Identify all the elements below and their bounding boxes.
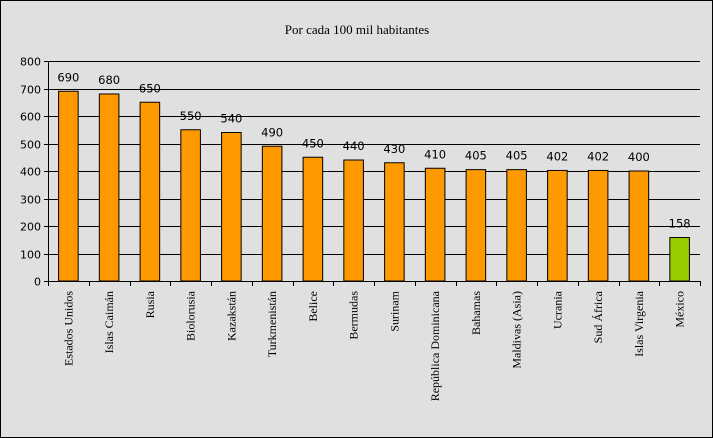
data-label: 680: [98, 73, 120, 87]
data-labels: 690 680 650 550 540 490 450 440 430 410 405 405 402 4…: [57, 70, 690, 230]
data-label: 540: [220, 112, 242, 126]
y-tick-label: 100: [20, 249, 41, 262]
category-label: Rusia: [143, 290, 157, 318]
category-label: República Dominicana: [428, 290, 442, 401]
data-label: 410: [424, 147, 446, 161]
bar: [384, 162, 405, 282]
category-label: Ucrania: [550, 290, 564, 329]
data-label: 402: [587, 149, 609, 163]
bar: [58, 90, 79, 282]
y-tick-label: 600: [20, 111, 41, 124]
bar: [261, 145, 283, 282]
bars: [58, 90, 690, 282]
y-tick-label: 200: [20, 221, 41, 234]
bar: [669, 237, 690, 282]
category-label: México: [673, 291, 687, 328]
y-tick-label: 700: [20, 84, 41, 97]
bar: [139, 101, 161, 282]
bar: [506, 169, 527, 282]
category-label: Bahamas: [469, 291, 483, 335]
data-label: 650: [139, 81, 161, 95]
category-label: Islas Virgenia: [632, 290, 646, 356]
chart-title: Por cada 100 mil habitantes: [285, 22, 429, 37]
bar: [221, 132, 242, 282]
bar: [628, 170, 650, 282]
data-label: 400: [628, 150, 650, 164]
category-label: Islas Caimán: [102, 291, 116, 353]
y-tick-label: 300: [20, 194, 41, 207]
category-label: Bermudas: [347, 291, 361, 340]
category-label: Kazakstán: [224, 291, 238, 341]
data-label: 690: [57, 70, 79, 84]
bar: [587, 169, 609, 282]
data-label: 405: [506, 149, 528, 163]
bar: [98, 93, 120, 282]
bar: [424, 167, 446, 282]
category-label: Turkmenistán: [265, 291, 279, 357]
category-label: Biolorusia: [184, 290, 198, 341]
bar: [343, 159, 364, 282]
y-tick-label: 0: [34, 276, 41, 289]
data-label: 440: [343, 139, 365, 153]
data-label: 402: [546, 149, 568, 163]
category-label: Belice: [306, 291, 320, 322]
category-label: Surinam: [387, 290, 401, 331]
category-labels: Estados Unidos Islas Caimán Rusia Biolorusi…: [61, 290, 686, 401]
y-tick-label: 800: [20, 56, 41, 69]
y-tick-label: 500: [20, 139, 41, 152]
data-label: 450: [302, 136, 324, 150]
bar: [547, 169, 568, 282]
data-label: 490: [261, 125, 283, 139]
category-label: Maldivas (Asia): [510, 291, 524, 369]
data-label: 430: [383, 142, 405, 156]
category-label: Sud África: [591, 290, 605, 343]
bar: [302, 156, 324, 282]
category-label: Estados Unidos: [61, 291, 75, 366]
data-label: 405: [465, 149, 487, 163]
data-label: 550: [180, 109, 202, 123]
bar: [465, 169, 487, 282]
bar: [180, 129, 201, 282]
y-tick-label: 400: [20, 166, 41, 179]
data-label: 158: [669, 217, 691, 231]
